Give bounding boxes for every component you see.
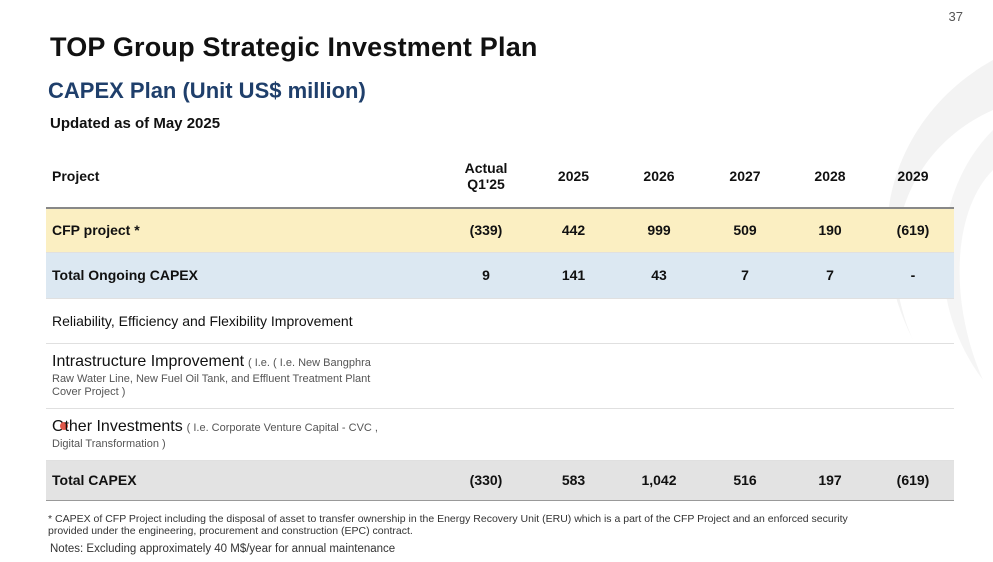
cell-actual: 9 bbox=[482, 267, 490, 283]
table-row-reliability: Reliability, Efficiency and Flexibility … bbox=[46, 298, 954, 343]
page-title: TOP Group Strategic Investment Plan bbox=[50, 32, 538, 62]
cell-actual: (330) bbox=[469, 472, 503, 488]
background-leaf-decoration bbox=[886, 60, 993, 380]
cell-2029: (619) bbox=[896, 222, 930, 239]
cell-2026: 999 bbox=[647, 222, 671, 239]
cell-2027: 509 bbox=[733, 222, 757, 239]
cell-2026: 1,042 bbox=[641, 472, 677, 488]
header-2028: 2028 bbox=[788, 145, 872, 209]
header-2026: 2026 bbox=[616, 145, 702, 209]
row-label: Intrastructure Improvement bbox=[52, 352, 245, 370]
page-subtitle: CAPEX Plan (Unit US$ million) bbox=[48, 78, 366, 103]
table-row-infrastructure: Intrastructure Improvement ( I.e. ( I.e.… bbox=[46, 343, 954, 408]
row-label: Total Ongoing CAPEX bbox=[52, 267, 198, 283]
table-row-total-ongoing-capex: Total Ongoing CAPEX 9 141 43 7 7 - bbox=[46, 252, 954, 298]
cell-2025: 442 bbox=[561, 222, 586, 239]
notes: Notes: Excluding approximately 40 M$/yea… bbox=[50, 543, 396, 555]
cell-2026: 43 bbox=[651, 267, 667, 283]
header-2025: 2025 bbox=[531, 145, 616, 209]
mouse-cursor-indicator bbox=[60, 422, 69, 431]
row-label-cell: Intrastructure Improvement ( I.e. ( I.e.… bbox=[46, 343, 441, 408]
cell-2028: 7 bbox=[826, 267, 834, 283]
cell-2029: - bbox=[910, 267, 916, 283]
row-note-line2: Raw Water Line, New Fuel Oil Tank, and E… bbox=[52, 372, 371, 385]
row-note: ( I.e. Corporate Venture Capital - CVC , bbox=[186, 421, 378, 434]
row-label: Other Investments bbox=[52, 417, 183, 435]
header-2029: 2029 bbox=[872, 145, 954, 209]
table-row-cfp-project: CFP project * (339) 442 999 509 190 (619… bbox=[46, 208, 954, 252]
row-empty-values bbox=[441, 343, 954, 408]
capex-table: Project Actual Q1'25 2025 2026 2027 2028 … bbox=[46, 145, 954, 501]
table-row-other-investments: Other Investments ( I.e. Corporate Ventu… bbox=[46, 408, 954, 460]
header-2027: 2027 bbox=[702, 145, 788, 209]
row-empty-values bbox=[441, 408, 954, 460]
cell-2028: 190 bbox=[818, 222, 842, 239]
cell-2028: 197 bbox=[818, 472, 842, 488]
table-row-total-capex: Total CAPEX (330) 583 1,042 516 197 (619… bbox=[46, 460, 954, 500]
footnote: * CAPEX of CFP Project including the dis… bbox=[48, 513, 848, 537]
row-empty-values bbox=[441, 298, 954, 343]
cell-2027: 7 bbox=[741, 267, 749, 283]
cell-2025: 141 bbox=[561, 267, 586, 283]
cell-2029: (619) bbox=[896, 472, 930, 488]
row-label-cell: Other Investments ( I.e. Corporate Ventu… bbox=[46, 408, 441, 460]
cell-2025: 583 bbox=[561, 472, 586, 488]
row-note-line3: Cover Project ) bbox=[52, 385, 126, 398]
page-number: 37 bbox=[948, 9, 963, 24]
updated-date: Updated as of May 2025 bbox=[50, 115, 221, 132]
row-label: Reliability, Efficiency and Flexibility … bbox=[52, 312, 353, 329]
row-label: CFP project * bbox=[52, 222, 140, 239]
row-note: ( I.e. ( I.e. New Bangphra bbox=[247, 356, 371, 369]
table-header-row: Project Actual Q1'25 2025 2026 2027 2028 … bbox=[46, 145, 954, 209]
header-project: Project bbox=[46, 145, 441, 209]
header-actual: Actual Q1'25 bbox=[441, 145, 531, 209]
cell-actual: (339) bbox=[469, 222, 503, 239]
row-label: Total CAPEX bbox=[52, 472, 137, 488]
row-note-line2: Digital Transformation ) bbox=[52, 437, 166, 450]
cell-2027: 516 bbox=[733, 472, 757, 488]
